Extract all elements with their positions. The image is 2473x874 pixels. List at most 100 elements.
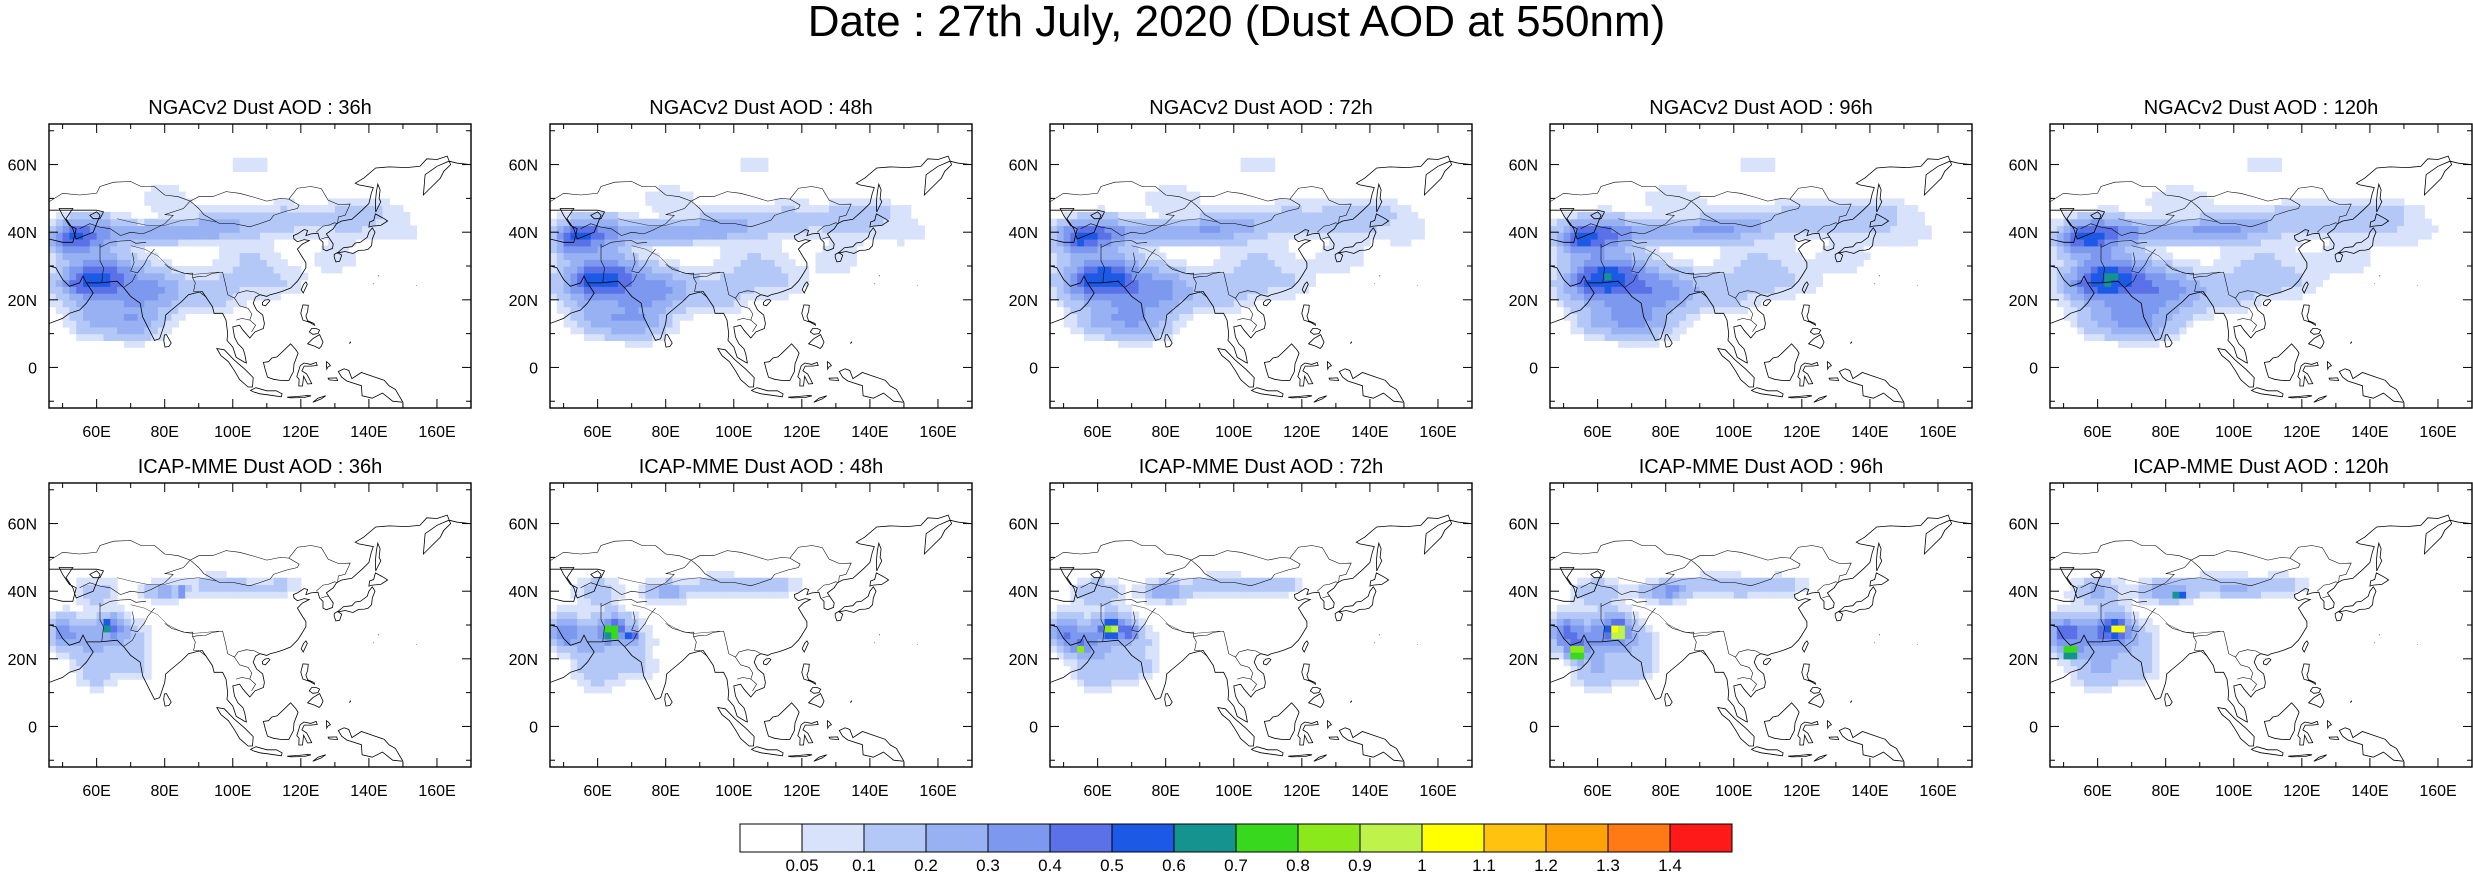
axis-ticks <box>550 483 973 767</box>
coastlines <box>2050 483 2472 762</box>
lon-tick-label: 60E <box>1083 424 1111 441</box>
lon-tick-label: 140E <box>851 783 888 800</box>
lat-tick-label: 40N <box>1009 584 1038 601</box>
lon-tick-label: 120E <box>282 424 319 441</box>
panel-title: ICAP-MME Dust AOD : 72h <box>1139 456 1384 478</box>
lon-tick-label: 80E <box>2151 783 2179 800</box>
colorbar-swatch <box>1111 823 1175 853</box>
lon-tick-label: 160E <box>1919 424 1956 441</box>
lat-tick-label: 40N <box>509 225 538 242</box>
lat-tick-label: 40N <box>509 584 538 601</box>
lon-tick-label: 120E <box>1283 424 1320 441</box>
panel-title: ICAP-MME Dust AOD : 120h <box>2133 456 2389 478</box>
lon-tick-label: 160E <box>919 424 956 441</box>
lat-tick-label: 40N <box>2009 584 2038 601</box>
lat-tick-label: 20N <box>2009 293 2038 310</box>
lat-tick-label: 20N <box>1009 293 1038 310</box>
lat-tick-label: 60N <box>8 517 37 534</box>
lon-tick-label: 60E <box>583 783 611 800</box>
country-borders <box>550 181 852 333</box>
panel-title: ICAP-MME Dust AOD : 96h <box>1639 456 1884 478</box>
map-panel: NGACv2 Dust AOD : 72h 60E 80E 100E 120E 140E 1… <box>1009 97 1473 441</box>
colorbar-swatch <box>1297 823 1361 853</box>
lat-tick-label: 60N <box>1509 158 1538 175</box>
colorbar-swatch <box>801 823 865 853</box>
lon-tick-label: 80E <box>150 783 178 800</box>
lon-tick-label: 120E <box>783 783 820 800</box>
country-borders <box>2050 181 2352 333</box>
lat-tick-label: 0 <box>2029 360 2038 377</box>
figure-title: Date : 27th July, 2020 (Dust AOD at 550n… <box>807 0 1666 46</box>
lon-tick-label: 140E <box>2351 424 2388 441</box>
coastlines <box>49 483 471 762</box>
lat-tick-label: 0 <box>529 360 538 377</box>
lat-tick-label: 20N <box>2009 652 2038 669</box>
colorbar: 0.05 0.1 0.2 0.3 0.4 0.5 0.6 0.7 0.8 0.9 1 1.1 1.2 1.… <box>739 823 1733 874</box>
lon-tick-label: 160E <box>1919 783 1956 800</box>
lat-tick-label: 0 <box>1029 719 1038 736</box>
panel-title: ICAP-MME Dust AOD : 36h <box>138 456 383 478</box>
colorbar-swatch <box>1421 823 1485 853</box>
lat-tick-label: 0 <box>1529 360 1538 377</box>
coastlines <box>1050 483 1472 762</box>
country-borders <box>49 181 351 333</box>
lon-tick-label: 100E <box>214 424 251 441</box>
lon-tick-label: 140E <box>1851 424 1888 441</box>
lon-tick-label: 120E <box>783 424 820 441</box>
lon-tick-label: 100E <box>715 783 752 800</box>
map-panel: ICAP-MME Dust AOD : 72h 60E 80E 100E 120E 140… <box>1009 456 1473 800</box>
lat-tick-label: 0 <box>28 360 37 377</box>
lat-tick-label: 60N <box>509 158 538 175</box>
colorbar-label: 0.4 <box>1038 856 1062 874</box>
lon-tick-label: 140E <box>1351 783 1388 800</box>
colorbar-label: 1 <box>1417 856 1426 874</box>
lon-tick-label: 60E <box>583 424 611 441</box>
lat-tick-label: 60N <box>1009 517 1038 534</box>
lon-tick-label: 100E <box>2215 424 2252 441</box>
country-borders <box>49 540 351 692</box>
lat-tick-label: 60N <box>1009 158 1038 175</box>
country-borders <box>1550 540 1852 692</box>
lat-tick-label: 20N <box>1009 652 1038 669</box>
colorbar-label: 1.2 <box>1534 856 1558 874</box>
lon-tick-label: 80E <box>150 424 178 441</box>
coastlines <box>550 124 972 403</box>
country-borders <box>1550 181 1852 333</box>
country-borders <box>1050 540 1352 692</box>
lon-tick-label: 80E <box>1151 424 1179 441</box>
lat-tick-label: 0 <box>2029 719 2038 736</box>
lon-tick-label: 120E <box>2283 783 2320 800</box>
axis-ticks <box>1050 124 1473 408</box>
map-panel: ICAP-MME Dust AOD : 36h 60E 80E 100E 120E 140… <box>8 456 472 800</box>
lon-tick-label: 80E <box>2151 424 2179 441</box>
lon-tick-label: 120E <box>1783 424 1820 441</box>
colorbar-swatch <box>925 823 989 853</box>
lon-tick-label: 80E <box>651 783 679 800</box>
colorbar-swatch <box>1483 823 1547 853</box>
colorbar-swatch <box>863 823 927 853</box>
panel-title: NGACv2 Dust AOD : 72h <box>1149 97 1372 119</box>
lat-tick-label: 20N <box>8 652 37 669</box>
lat-tick-label: 20N <box>509 652 538 669</box>
lon-tick-label: 100E <box>1715 783 1752 800</box>
colorbar-label: 0.6 <box>1162 856 1186 874</box>
map-panel: NGACv2 Dust AOD : 96h 60E 80E 100E 120E 140E 1… <box>1509 97 1973 441</box>
axis-ticks <box>1550 124 1973 408</box>
lon-tick-label: 80E <box>651 424 679 441</box>
colorbar-label: 0.1 <box>852 856 876 874</box>
lat-tick-label: 20N <box>1509 293 1538 310</box>
colorbar-swatch <box>1049 823 1113 853</box>
lat-tick-label: 20N <box>1509 652 1538 669</box>
lon-tick-label: 160E <box>418 424 455 441</box>
dust-aod-field <box>49 157 418 348</box>
lat-tick-label: 60N <box>509 517 538 534</box>
lat-tick-label: 40N <box>1509 584 1538 601</box>
colorbar-label: 0.2 <box>914 856 938 874</box>
lon-tick-label: 60E <box>1583 424 1611 441</box>
lon-tick-label: 160E <box>1419 783 1456 800</box>
lon-tick-label: 60E <box>1583 783 1611 800</box>
lon-tick-label: 100E <box>1215 783 1252 800</box>
colorbar-swatch <box>1235 823 1299 853</box>
lon-tick-label: 160E <box>418 783 455 800</box>
lon-tick-label: 140E <box>1351 424 1388 441</box>
